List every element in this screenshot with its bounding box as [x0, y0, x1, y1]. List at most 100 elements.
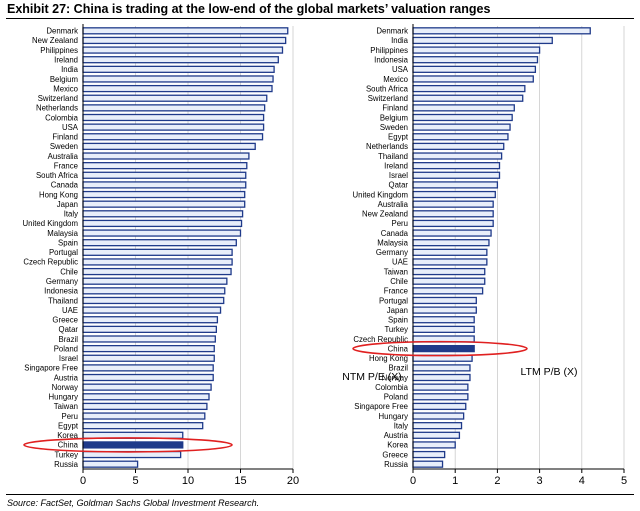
- ltm-pb-bar-brazil: [412, 364, 471, 372]
- ltm-pb-category-label: Brazil: [389, 364, 409, 373]
- ltm-pb-bar-russia: [412, 460, 444, 468]
- ltm-pb-category-label: Poland: [384, 393, 408, 402]
- ltm-pb-category-label: Egypt: [388, 133, 409, 142]
- ltm-pb-bar-korea: [412, 441, 456, 449]
- ntm-pe-category-label: South Africa: [36, 171, 79, 180]
- ltm-pb-category-label: Finland: [382, 104, 408, 113]
- ntm-pe-tick-label: 10: [182, 475, 194, 487]
- ltm-pb-category-label: Spain: [388, 316, 408, 325]
- ltm-pb-category-label: Portugal: [379, 296, 408, 305]
- ntm-pe-bar-brazil: [82, 335, 216, 343]
- ntm-pe-bar-qatar: [82, 325, 218, 333]
- ltm-pb-category-label: Chile: [390, 277, 408, 286]
- ntm-pe-bar-finland: [82, 133, 264, 141]
- ltm-pb-category-label: Czech Republic: [353, 335, 408, 344]
- ltm-pb-category-label: Israel: [389, 171, 408, 180]
- ltm-pb-category-label: Indonesia: [374, 56, 408, 65]
- ntm-pe-bar-united-kingdom: [82, 219, 243, 228]
- ntm-pe-category-label: Thailand: [48, 296, 78, 305]
- ntm-pe-series-label: NTM P/E (X): [342, 371, 402, 383]
- ntm-pe-category-label: Italy: [64, 210, 78, 219]
- ntm-pe-category-label: Sweden: [50, 142, 78, 151]
- ntm-pe-category-label: Singapore Free: [24, 364, 78, 373]
- ntm-pe-bar-uae: [82, 306, 222, 314]
- ltm-pb-category-label: Denmark: [376, 27, 408, 36]
- ntm-pe-category-label: Portugal: [49, 248, 78, 257]
- ltm-pb-category-label: USA: [392, 65, 409, 74]
- ntm-pe-category-label: Hong Kong: [39, 190, 78, 199]
- ntm-pe-category-label: Czech Republic: [23, 258, 78, 267]
- ltm-pb-category-label: France: [384, 287, 408, 296]
- ltm-pb-bar-indonesia: [412, 56, 539, 64]
- ntm-pe-category-label: Turkey: [54, 450, 78, 459]
- ntm-pe-bar-usa: [82, 123, 265, 131]
- ntm-pe-bar-canada: [82, 181, 247, 189]
- ltm-pb-tick-label: 3: [537, 475, 543, 487]
- ltm-pb-category-label: Singapore Free: [354, 402, 408, 411]
- ltm-pb-tick-label: 2: [494, 475, 500, 487]
- ntm-pe-category-label: Russia: [54, 460, 78, 469]
- ntm-pe-category-label: Belgium: [50, 75, 78, 84]
- ntm-pe-bar-poland: [82, 344, 215, 353]
- ltm-pb-bar-malaysia: [412, 239, 490, 247]
- ntm-pe-category-label: Korea: [57, 431, 78, 440]
- ltm-pb-bar-israel: [412, 171, 501, 179]
- ltm-pb-bar-norway: [412, 373, 471, 382]
- ltm-pb-bar-japan: [412, 306, 477, 314]
- ntm-pe-category-label: Ireland: [54, 56, 78, 65]
- ntm-pe-category-label: Denmark: [46, 27, 78, 36]
- ltm-pb-bar-france: [412, 287, 484, 295]
- ltm-pb-bar-peru: [412, 219, 494, 228]
- ntm-pe-bar-japan: [82, 200, 246, 208]
- ntm-pe-category-label: Malaysia: [47, 229, 78, 238]
- ltm-pb-bar-spain: [412, 316, 475, 324]
- ntm-pe-bar-philippines: [82, 46, 284, 54]
- ntm-pe-bar-hong-kong: [82, 190, 246, 199]
- ltm-pb-bar-sweden: [412, 123, 511, 131]
- ntm-pe-category-label: France: [54, 161, 78, 170]
- ltm-pb-category-label: United Kingdom: [353, 190, 408, 199]
- ntm-pe-category-label: Hungary: [49, 393, 79, 402]
- ltm-pb-bar-egypt: [412, 133, 509, 141]
- ltm-pb-bar-portugal: [412, 296, 477, 305]
- ntm-pe-category-label: China: [58, 441, 79, 450]
- ntm-pe-bar-colombia: [82, 113, 265, 122]
- ntm-pe-category-label: Colombia: [45, 113, 79, 122]
- ntm-pe-category-label: Poland: [54, 344, 78, 353]
- ntm-pe-category-label: Indonesia: [44, 287, 78, 296]
- ltm-pb-category-label: South Africa: [366, 84, 409, 93]
- ltm-pb-category-label: Peru: [392, 219, 408, 228]
- ltm-pb-bar-south-africa: [412, 84, 526, 93]
- ltm-pb-bar-germany: [412, 248, 488, 256]
- ntm-pe-bar-denmark: [82, 27, 289, 35]
- ltm-pb-bar-australia: [412, 200, 494, 208]
- ltm-pb-category-label: Mexico: [383, 75, 408, 84]
- ltm-pb-bar-india: [412, 36, 553, 45]
- ltm-pb-category-label: New Zealand: [362, 210, 408, 219]
- ntm-pe-category-label: Austria: [54, 373, 79, 382]
- ntm-pe-bar-france: [82, 162, 248, 170]
- ltm-pb-bar-switzerland: [412, 94, 524, 102]
- ltm-pb-bar-thailand: [412, 152, 503, 160]
- ltm-pb-bar-qatar: [412, 181, 499, 189]
- ltm-pb-category-label: Hong Kong: [369, 354, 408, 363]
- ltm-pb-category-label: India: [391, 36, 409, 45]
- ntm-pe-tick-label: 15: [234, 475, 246, 487]
- ntm-pe-category-label: USA: [62, 123, 79, 132]
- ntm-pe-category-label: Spain: [58, 238, 78, 247]
- ltm-pb-category-label: Austria: [384, 431, 409, 440]
- ltm-pb-bar-china: [412, 344, 475, 353]
- ntm-pe-bar-malaysia: [82, 229, 242, 237]
- ntm-pe-category-label: New Zealand: [32, 36, 78, 45]
- ntm-pe-category-label: Brazil: [59, 335, 79, 344]
- ltm-pb-category-label: China: [388, 344, 409, 353]
- ltm-pb-tick-label: 0: [410, 475, 416, 487]
- ntm-pe-category-label: Peru: [62, 412, 78, 421]
- ltm-pb-category-label: Qatar: [389, 181, 409, 190]
- ntm-pe-bar-belgium: [82, 75, 274, 83]
- ltm-pb-bar-denmark: [412, 27, 591, 35]
- source-divider: [6, 494, 634, 495]
- ntm-pe-bar-south-africa: [82, 171, 247, 179]
- ltm-pb-category-label: Greece: [382, 450, 408, 459]
